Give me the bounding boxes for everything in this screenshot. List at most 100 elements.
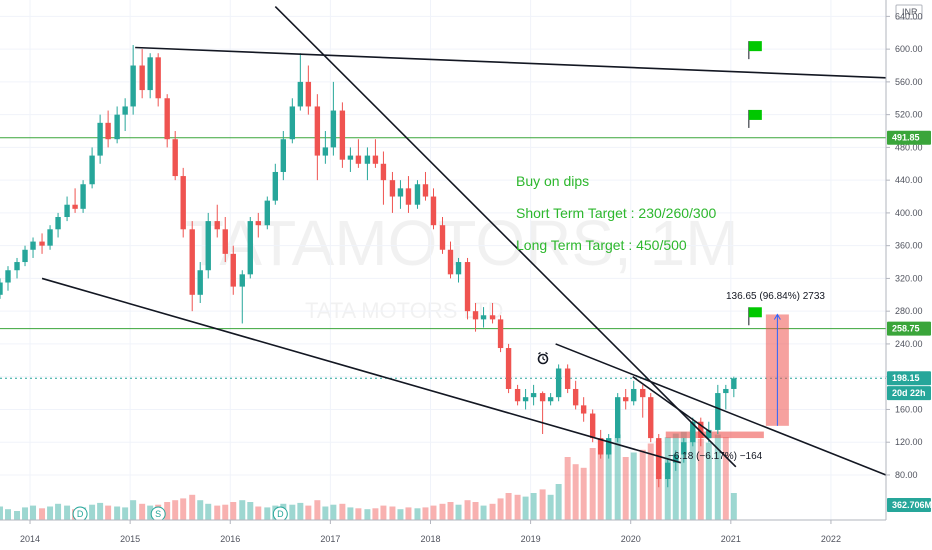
flags: [748, 41, 762, 326]
volume-bar: [130, 500, 137, 520]
volume-bar: [89, 504, 96, 520]
candle-body: [405, 188, 412, 205]
volume-bar: [639, 449, 646, 520]
candle-body: [673, 454, 679, 463]
price-labels: 491.85 258.75 198.15 20d 22h 362.706M: [887, 130, 932, 512]
volume-bar: [222, 504, 229, 520]
candle-body: [305, 81, 312, 107]
candle-body: [597, 438, 604, 455]
time-axis: [0, 519, 932, 550]
candle-body: [648, 397, 654, 439]
y-tick-label: 480.00: [895, 142, 923, 152]
event-badge-label: S: [155, 509, 161, 519]
volume-bar: [680, 431, 687, 520]
price-label-badge: [887, 498, 931, 512]
candle-body: [572, 388, 579, 406]
volume-bar: [239, 500, 246, 520]
candle-body: [5, 270, 11, 283]
volume-bar: [105, 505, 112, 520]
candle-body: [230, 253, 236, 287]
volume-bar: [489, 503, 496, 520]
volume-bar: [22, 507, 29, 520]
trendlines: [41, 5, 887, 476]
volume-bar: [622, 457, 629, 520]
volume-bar: [364, 509, 371, 520]
volume-bar: [30, 505, 37, 520]
candle-body: [180, 176, 186, 230]
volume-bar: [255, 506, 262, 520]
price-label-text: 491.85: [892, 133, 920, 143]
candle-body: [690, 421, 696, 443]
volume-bar: [147, 505, 154, 520]
candles: [0, 45, 737, 488]
candle-body: [422, 184, 429, 197]
candle-body: [130, 65, 136, 107]
candle-body: [172, 139, 178, 177]
volume-bar: [722, 437, 729, 520]
volume-bar: [372, 508, 379, 520]
candle-body: [355, 155, 362, 164]
price-label-badge: [887, 321, 931, 336]
volume-bar: [389, 506, 396, 520]
volume-bar: [39, 508, 46, 520]
volume-bar: [730, 493, 737, 520]
candle-body: [247, 221, 253, 275]
volume-bar: [122, 507, 129, 520]
candle-body: [72, 204, 78, 209]
volume-bar: [114, 506, 121, 520]
volume-bar: [697, 439, 704, 520]
volume-bar: [64, 505, 71, 520]
candle-body: [455, 262, 462, 275]
candle-body: [430, 196, 437, 226]
trendline: [41, 277, 681, 464]
y-tick-label: 280.00: [895, 306, 923, 316]
volume-bar: [405, 507, 412, 520]
candle-body: [39, 241, 45, 246]
volume-bar: [647, 443, 654, 520]
candle-body: [114, 114, 120, 140]
y-tick-label: 240.00: [895, 339, 923, 349]
currency-badge[interactable]: [895, 4, 923, 20]
projection-boxes: [665, 313, 789, 439]
y-tick-label: 440.00: [895, 175, 923, 185]
flag-icon: [748, 307, 762, 318]
volume-bar: [422, 507, 429, 520]
volume-bar: [139, 503, 146, 520]
candle-body: [439, 225, 446, 250]
volume-bar: [705, 442, 712, 520]
volume-bar: [97, 502, 104, 520]
volume-bar: [464, 500, 471, 520]
candle-body: [197, 270, 203, 295]
price-label-badge: [887, 386, 931, 401]
volume-bar: [347, 507, 354, 520]
candle-body: [139, 65, 145, 91]
candle-body: [205, 221, 211, 271]
volume-bar: [172, 500, 179, 520]
y-tick-label: 600.00: [895, 44, 923, 54]
volume-bar: [580, 467, 587, 520]
candle-body: [380, 163, 387, 181]
price-label-text: 20d 22h: [892, 388, 926, 398]
volume-bar: [630, 452, 637, 520]
volume-bar: [355, 508, 362, 520]
volume-bar: [380, 505, 387, 520]
volume-bar: [472, 502, 479, 520]
volume-bar: [439, 503, 446, 520]
horizontal-lines: [0, 137, 886, 379]
volume-bar: [497, 498, 504, 520]
volume-bar: [5, 509, 12, 520]
volume-bar: [539, 489, 546, 520]
volume-bar: [164, 502, 171, 520]
candle-body: [14, 262, 20, 271]
candle-body: [105, 122, 111, 140]
volume-bar: [289, 504, 296, 520]
candle-body: [489, 315, 496, 320]
price-label-text: 362.706M: [892, 500, 932, 510]
volume-bar: [197, 500, 204, 520]
volume-bar: [414, 508, 421, 520]
x-tick-label: 2022: [821, 534, 841, 544]
volume-bar: [314, 500, 321, 520]
y-tick-label: 320.00: [895, 273, 923, 283]
flag-icon: [748, 41, 762, 52]
candle-body: [698, 421, 704, 439]
